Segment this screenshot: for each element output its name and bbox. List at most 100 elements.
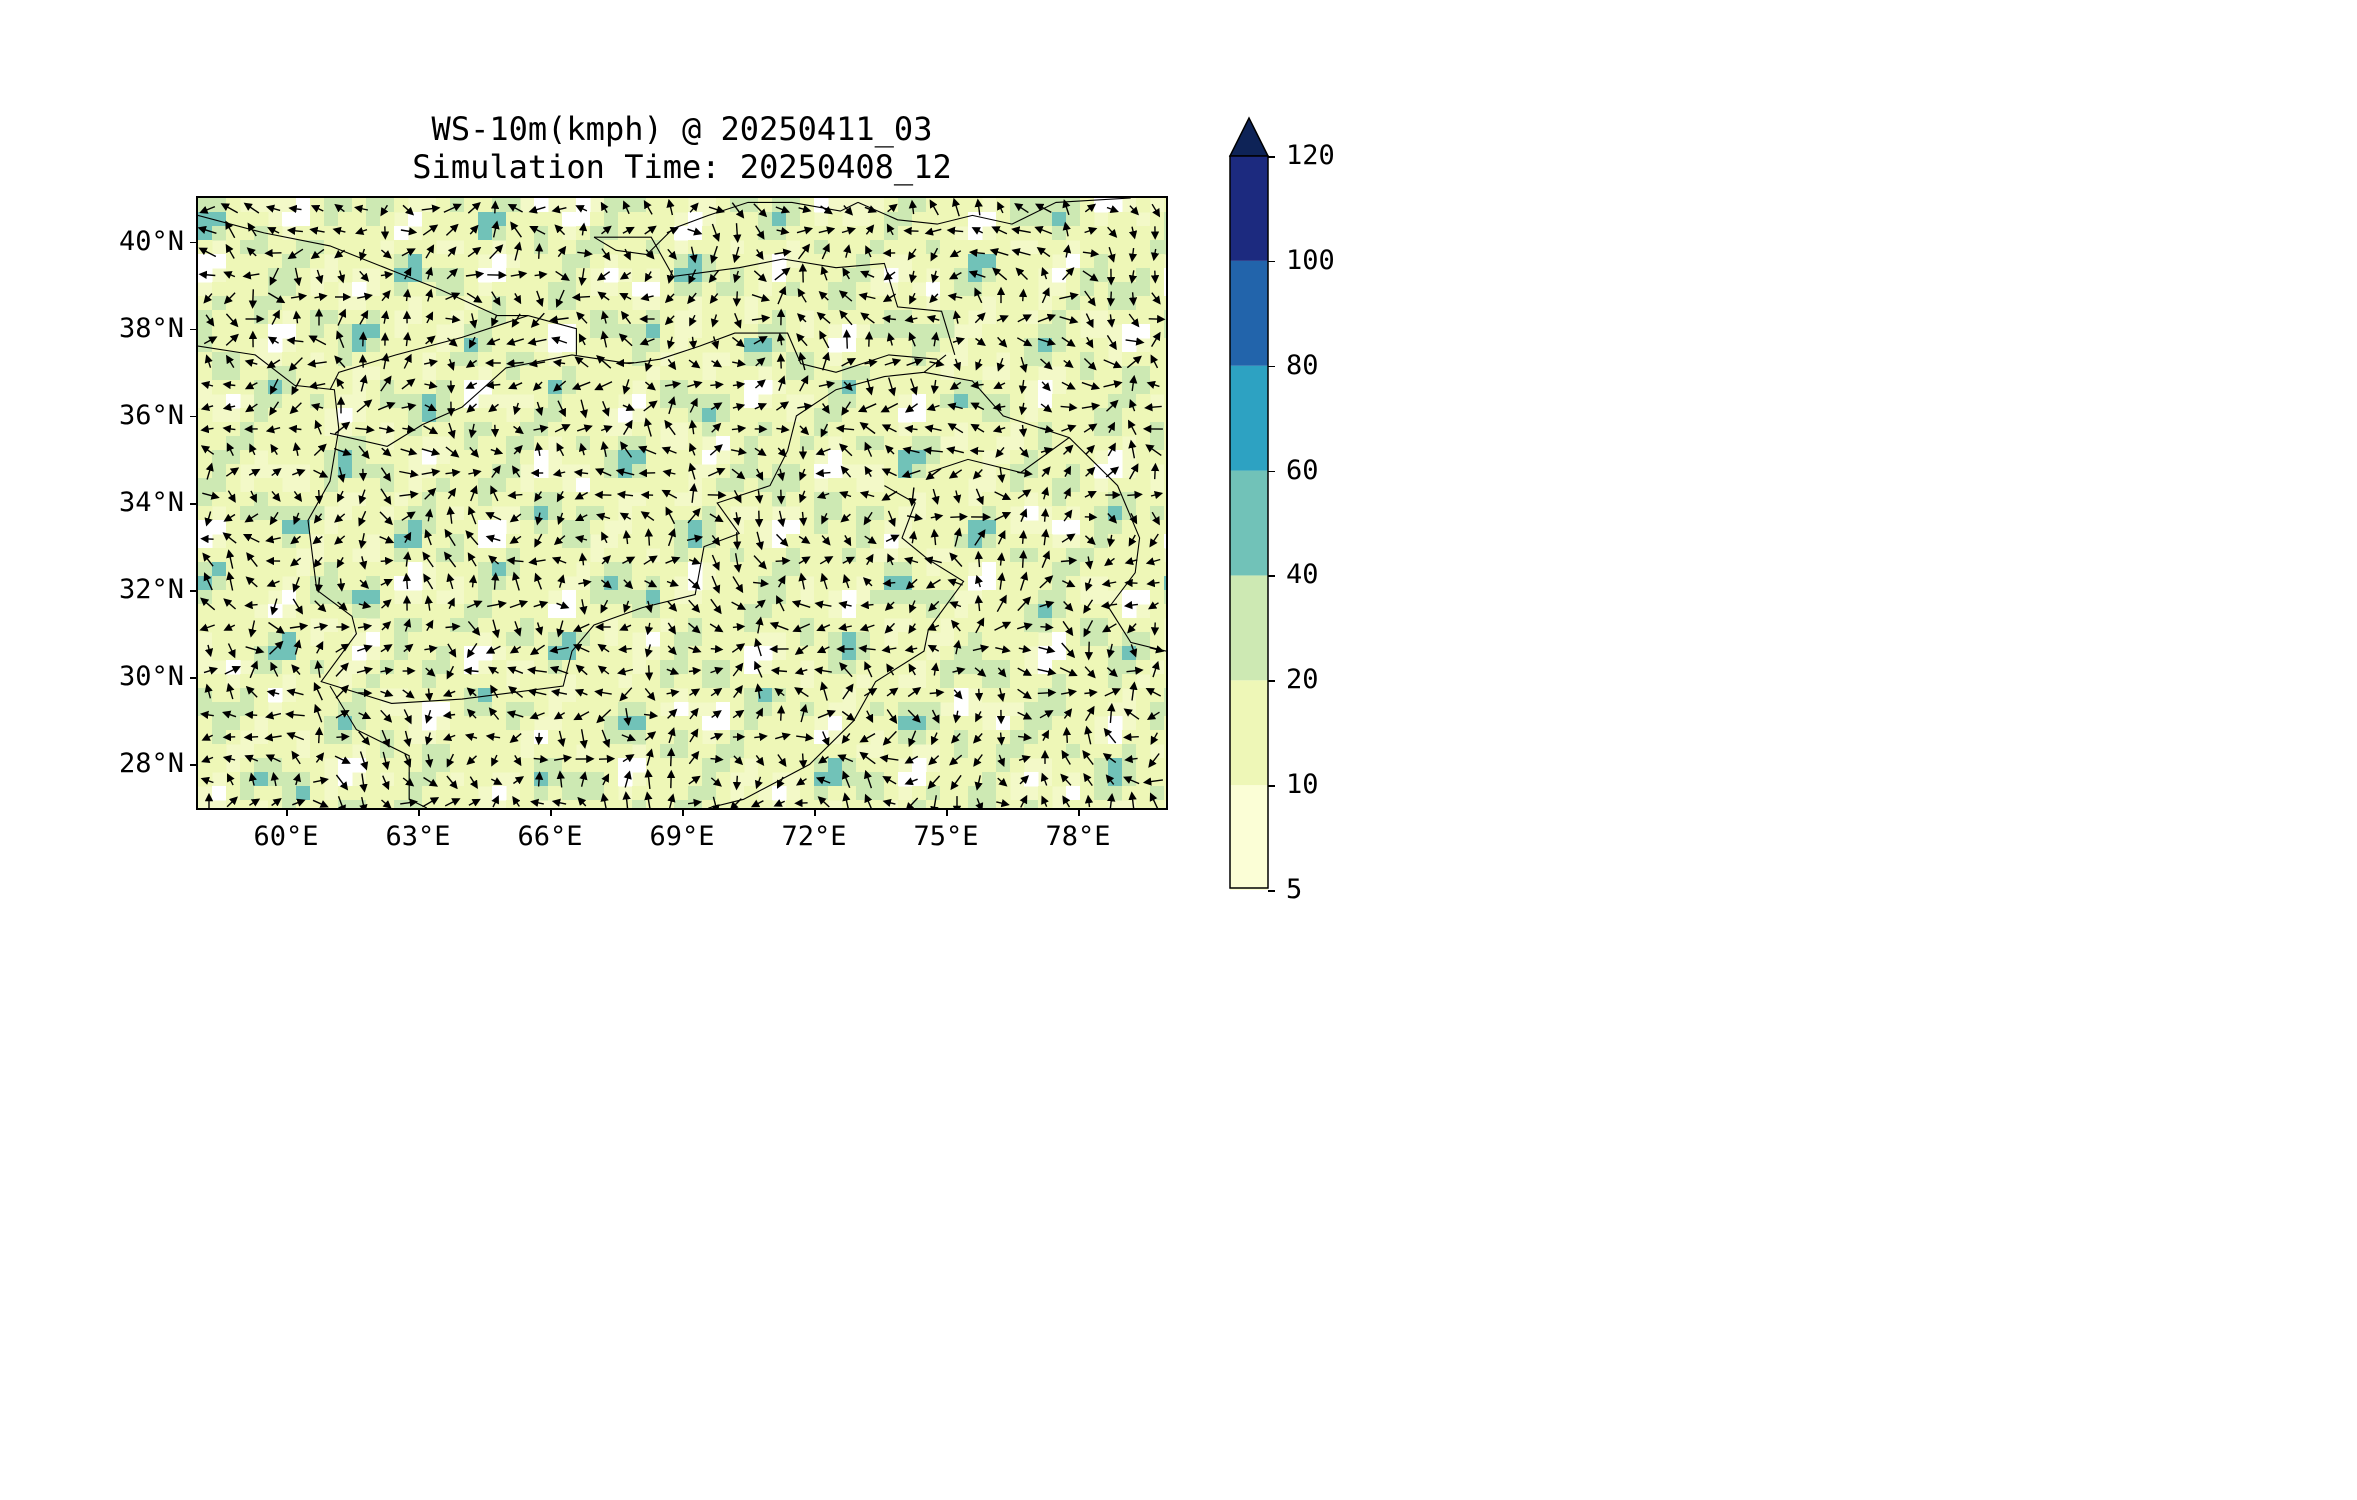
speed-fill-cell [506, 366, 521, 381]
speed-fill-cell [296, 534, 311, 549]
speed-fill-cell [632, 618, 647, 633]
wind-arrow [667, 358, 677, 371]
speed-fill-cell [870, 758, 885, 773]
speed-fill-cell [590, 254, 605, 269]
speed-fill-cell [814, 562, 829, 577]
speed-fill-cell [506, 744, 521, 759]
speed-fill-cell [408, 520, 423, 535]
speed-fill-cell [828, 338, 843, 353]
speed-fill-cell [996, 282, 1011, 297]
speed-fill-cell [268, 520, 283, 535]
speed-fill-cell [730, 716, 745, 731]
speed-fill-cell [1136, 366, 1151, 381]
lon-tick-mark [946, 810, 948, 816]
speed-fill-cell [674, 772, 689, 787]
speed-fill-cell [212, 212, 227, 227]
speed-fill-cell [898, 282, 913, 297]
speed-fill-cell [310, 324, 325, 339]
colorbar-tick-mark [1268, 365, 1275, 368]
speed-fill-cell [212, 674, 227, 689]
lat-tick-label: 38°N [118, 312, 184, 344]
speed-fill-cell [618, 548, 633, 563]
speed-fill-cell [912, 772, 927, 787]
speed-fill-cell [1094, 240, 1109, 255]
speed-fill-cell [478, 618, 493, 633]
speed-fill-cell [324, 604, 339, 619]
speed-fill-cell [926, 436, 941, 451]
speed-fill-cell [520, 338, 535, 353]
speed-fill-cell [226, 786, 241, 801]
speed-fill-cell [646, 590, 661, 605]
speed-fill-cell [786, 730, 801, 745]
speed-fill-cell [884, 226, 899, 241]
speed-fill-cell [996, 338, 1011, 353]
speed-fill-cell [338, 366, 353, 381]
speed-fill-cell [478, 702, 493, 717]
speed-fill-cell [268, 296, 283, 311]
speed-fill-cell [338, 268, 353, 283]
speed-fill-cell [240, 632, 255, 647]
speed-fill-cell [618, 282, 633, 297]
speed-fill-cell [240, 380, 255, 395]
speed-fill-cell [912, 310, 927, 325]
speed-fill-cell [478, 674, 493, 689]
colorbar-tick-mark [1268, 156, 1275, 158]
speed-fill-cell [1010, 744, 1025, 759]
speed-fill-cell [198, 674, 213, 689]
speed-fill-cell [926, 520, 941, 535]
speed-fill-cell [786, 758, 801, 773]
speed-fill-cell [800, 422, 815, 437]
speed-fill-cell [828, 562, 843, 577]
speed-fill-cell [870, 310, 885, 325]
speed-fill-cell [198, 240, 213, 255]
speed-fill-cell [660, 380, 675, 395]
speed-fill-cell [380, 576, 395, 591]
speed-fill-cell [534, 562, 549, 577]
speed-fill-cell [338, 380, 353, 395]
speed-fill-cell [268, 492, 283, 507]
speed-fill-cell [996, 688, 1011, 703]
speed-fill-cell [940, 534, 955, 549]
speed-fill-cell [940, 254, 955, 269]
wind-arrow [1040, 622, 1054, 632]
speed-fill-cell [842, 562, 857, 577]
speed-fill-cell [422, 226, 437, 241]
speed-fill-cell [366, 450, 381, 465]
speed-fill-cell [702, 408, 717, 423]
speed-fill-cell [394, 772, 409, 787]
speed-fill-cell [296, 646, 311, 661]
speed-fill-cell [450, 520, 465, 535]
speed-fill-cell [898, 366, 913, 381]
speed-fill-cell [562, 212, 577, 227]
speed-fill-cell [464, 520, 479, 535]
speed-fill-cell [646, 744, 661, 759]
speed-fill-cell [520, 674, 535, 689]
speed-fill-cell [548, 254, 563, 269]
speed-fill-cell [254, 576, 269, 591]
speed-fill-cell [548, 380, 563, 395]
speed-fill-cell [730, 478, 745, 493]
lon-tick-label: 60°E [253, 821, 319, 852]
speed-fill-cell [576, 520, 591, 535]
speed-fill-cell [478, 772, 493, 787]
speed-fill-cell [604, 646, 619, 661]
speed-fill-cell [394, 198, 409, 213]
wind-arrow [1061, 533, 1076, 543]
speed-fill-cell [912, 240, 927, 255]
speed-fill-cell [296, 324, 311, 339]
speed-fill-cell [800, 436, 815, 451]
speed-fill-cell [688, 240, 703, 255]
speed-fill-cell [408, 660, 423, 675]
speed-fill-cell [436, 702, 451, 717]
speed-fill-cell [1164, 758, 1166, 773]
wind-arrow [884, 622, 896, 634]
speed-fill-cell [352, 254, 367, 269]
lon-tick-mark [1078, 810, 1080, 816]
wind-arrow [551, 205, 567, 214]
speed-fill-cell [786, 282, 801, 297]
speed-fill-cell [646, 324, 661, 339]
wind-arrow [402, 572, 412, 590]
speed-fill-cell [618, 562, 633, 577]
speed-fill-cell [1052, 310, 1067, 325]
speed-fill-cell [688, 226, 703, 241]
